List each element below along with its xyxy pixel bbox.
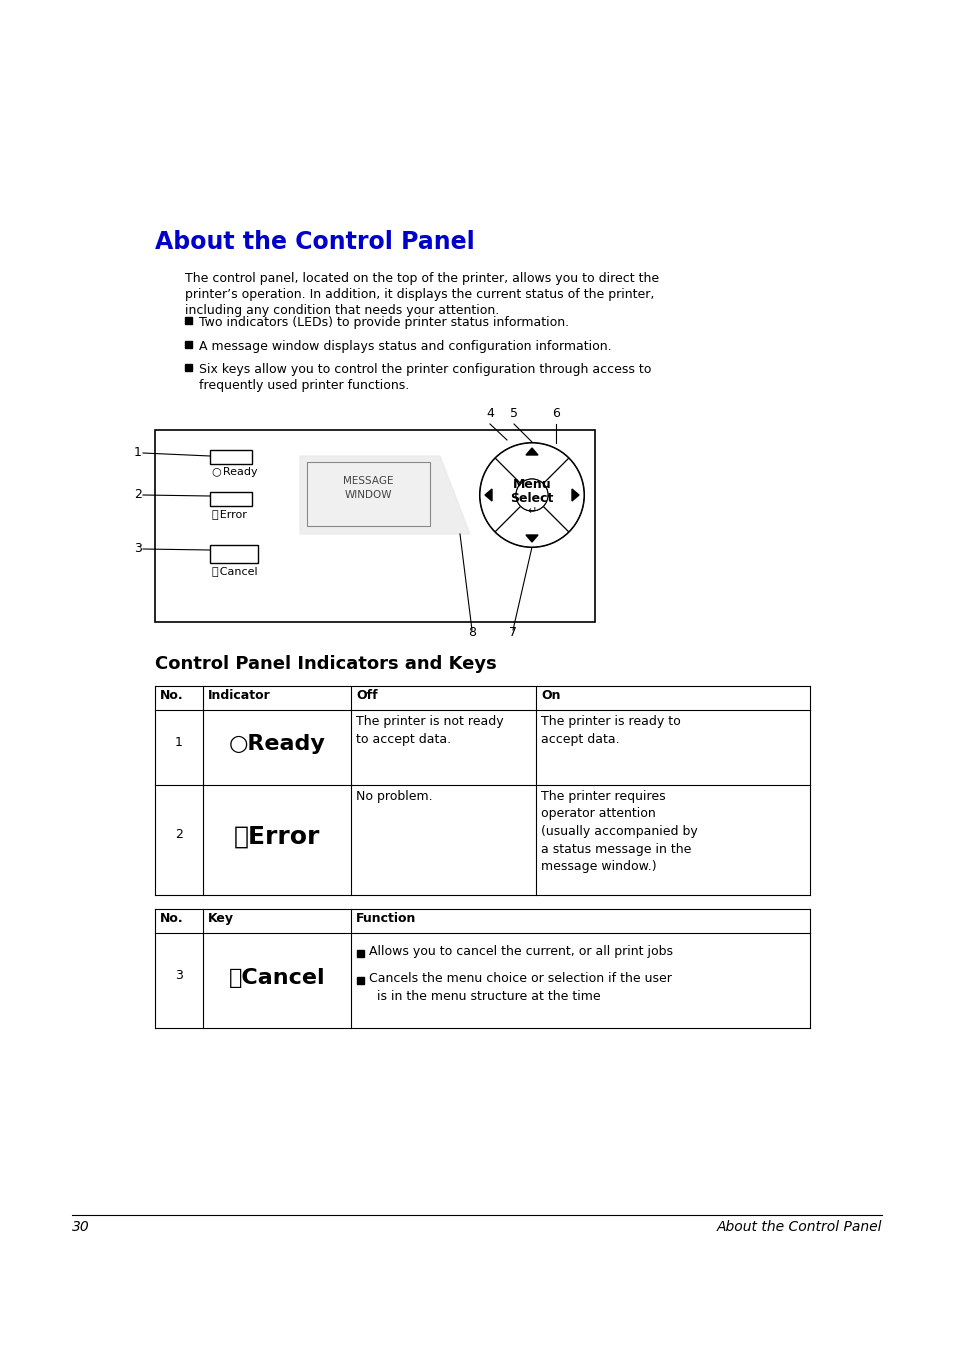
Text: 2: 2 — [134, 489, 142, 501]
Text: 1: 1 — [134, 446, 142, 459]
Text: Off: Off — [355, 689, 377, 703]
Text: 4: 4 — [485, 407, 494, 420]
Bar — [210, 544, 257, 563]
Bar — [307, 462, 430, 526]
Text: 7: 7 — [509, 626, 517, 639]
Bar — [210, 492, 252, 507]
Polygon shape — [525, 449, 537, 455]
Text: MESSAGE
WINDOW: MESSAGE WINDOW — [343, 476, 394, 500]
Text: Allows you to cancel the current, or all print jobs: Allows you to cancel the current, or all… — [369, 944, 672, 958]
Text: frequently used printer functions.: frequently used printer functions. — [199, 380, 409, 392]
Polygon shape — [525, 535, 537, 542]
Text: Select: Select — [510, 493, 553, 505]
Text: No.: No. — [160, 689, 183, 703]
Text: 30: 30 — [71, 1220, 90, 1233]
Text: ⌚ Cancel: ⌚ Cancel — [212, 566, 257, 576]
Text: Two indicators (LEDs) to provide printer status information.: Two indicators (LEDs) to provide printer… — [199, 316, 569, 330]
Text: ○Ready: ○Ready — [229, 735, 325, 754]
Bar — [356, 977, 364, 984]
Text: A message window displays status and configuration information.: A message window displays status and con… — [199, 340, 611, 353]
Polygon shape — [484, 489, 492, 501]
Wedge shape — [543, 458, 583, 532]
Bar — [185, 317, 192, 324]
Text: Six keys allow you to control the printer configuration through access to: Six keys allow you to control the printe… — [199, 363, 651, 376]
Text: The printer requires
operator attention
(usually accompanied by
a status message: The printer requires operator attention … — [540, 790, 697, 873]
Text: ⌚Cancel: ⌚Cancel — [229, 969, 325, 989]
Wedge shape — [495, 507, 568, 547]
Text: The printer is ready to
accept data.: The printer is ready to accept data. — [540, 715, 680, 746]
Text: ⌚Error: ⌚Error — [233, 825, 320, 848]
Text: Menu: Menu — [512, 478, 551, 492]
Text: 3: 3 — [134, 543, 142, 555]
Text: The control panel, located on the top of the printer, allows you to direct the: The control panel, located on the top of… — [185, 272, 659, 285]
Text: Cancels the menu choice or selection if the user
  is in the menu structure at t: Cancels the menu choice or selection if … — [369, 971, 671, 1002]
Bar — [210, 450, 252, 463]
Text: Key: Key — [208, 912, 233, 925]
Text: 8: 8 — [468, 626, 476, 639]
Text: 3: 3 — [175, 969, 183, 982]
Text: The printer is not ready
to accept data.: The printer is not ready to accept data. — [355, 715, 503, 746]
Polygon shape — [299, 457, 470, 534]
Text: No problem.: No problem. — [355, 790, 432, 802]
Text: ⌚ Error: ⌚ Error — [212, 509, 247, 519]
Wedge shape — [479, 458, 520, 532]
Circle shape — [479, 443, 583, 547]
Bar — [185, 363, 192, 372]
Text: ↵: ↵ — [527, 507, 537, 516]
Bar — [185, 340, 192, 349]
Text: ○ Ready: ○ Ready — [212, 467, 257, 477]
Wedge shape — [495, 443, 568, 484]
Text: About the Control Panel: About the Control Panel — [716, 1220, 882, 1233]
Text: printer’s operation. In addition, it displays the current status of the printer,: printer’s operation. In addition, it dis… — [185, 288, 654, 301]
Text: 1: 1 — [175, 736, 183, 748]
Circle shape — [516, 480, 547, 511]
Text: 5: 5 — [510, 407, 517, 420]
Bar — [356, 950, 364, 957]
Text: No.: No. — [160, 912, 183, 925]
Text: 2: 2 — [175, 828, 183, 842]
Text: About the Control Panel: About the Control Panel — [154, 230, 475, 254]
Text: Function: Function — [355, 912, 416, 925]
Text: Indicator: Indicator — [208, 689, 271, 703]
Text: Control Panel Indicators and Keys: Control Panel Indicators and Keys — [154, 655, 497, 673]
Text: including any condition that needs your attention.: including any condition that needs your … — [185, 304, 498, 317]
Text: On: On — [540, 689, 560, 703]
Polygon shape — [572, 489, 578, 501]
Text: 6: 6 — [552, 407, 559, 420]
Bar — [154, 430, 595, 621]
